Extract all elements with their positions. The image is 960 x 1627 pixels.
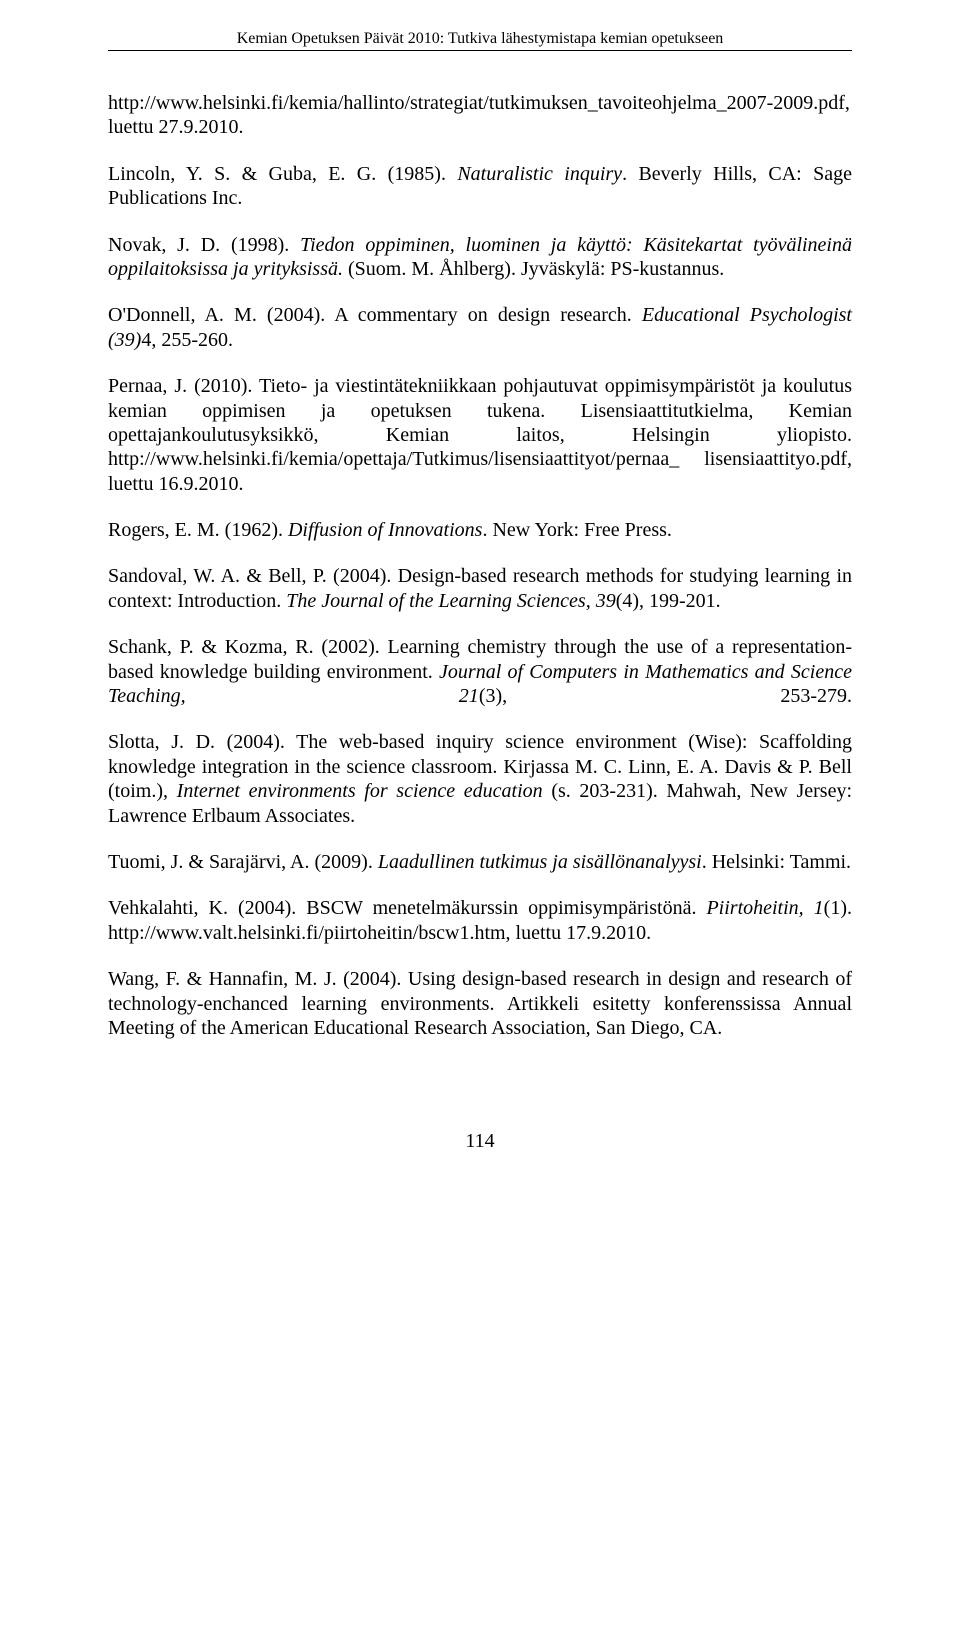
reference-prefix: Tuomi, J. & Sarajärvi, A. (2009).: [108, 851, 378, 873]
reference-entry: http://www.helsinki.fi/kemia/hallinto/st…: [108, 91, 852, 140]
header-rule: [108, 50, 852, 51]
reference-prefix: Vehkalahti, K. (2004). BSCW menetelmäkur…: [108, 897, 706, 919]
reference-prefix: O'Donnell, A. M. (2004). A commentary on…: [108, 304, 642, 326]
page-number-value: 114: [465, 1130, 494, 1152]
reference-entry: Sandoval, W. A. & Bell, P. (2004). Desig…: [108, 564, 852, 613]
reference-suffix: 4, 255-260.: [141, 329, 233, 351]
header-title: Kemian Opetuksen Päivät 2010: Tutkiva lä…: [237, 30, 724, 47]
running-header: Kemian Opetuksen Päivät 2010: Tutkiva lä…: [108, 30, 852, 48]
reference-entry: Pernaa, J. (2010). Tieto- ja viestintäte…: [108, 374, 852, 496]
reference-suffix: (4), 199-201.: [616, 590, 721, 612]
reference-italic: Laadullinen tutkimus ja sisällönanalyysi: [378, 851, 702, 873]
reference-italic: Naturalistic inquiry: [457, 163, 622, 185]
reference-italic: The Journal of the Learning Sciences, 39: [286, 590, 615, 612]
reference-italic: Piirtoheitin, 1: [706, 897, 823, 919]
reference-entry: O'Donnell, A. M. (2004). A commentary on…: [108, 303, 852, 352]
reference-entry: Schank, P. & Kozma, R. (2002). Learning …: [108, 635, 852, 708]
reference-entry: Lincoln, Y. S. & Guba, E. G. (1985). Nat…: [108, 162, 852, 211]
reference-text: Pernaa, J. (2010). Tieto- ja viestintäte…: [108, 375, 852, 495]
reference-entry: Vehkalahti, K. (2004). BSCW menetelmäkur…: [108, 896, 852, 945]
reference-text: http://www.helsinki.fi/kemia/hallinto/st…: [108, 92, 850, 138]
reference-italic: Diffusion of Innovations: [288, 519, 482, 541]
reference-entry: Novak, J. D. (1998). Tiedon oppiminen, l…: [108, 233, 852, 282]
reference-suffix: . New York: Free Press.: [482, 519, 671, 541]
reference-entry: Rogers, E. M. (1962). Diffusion of Innov…: [108, 518, 852, 542]
page-number: 114: [108, 1130, 852, 1153]
reference-italic: Internet environments for science educat…: [177, 780, 543, 802]
reference-prefix: Novak, J. D. (1998).: [108, 234, 300, 256]
reference-text: Wang, F. & Hannafin, M. J. (2004). Using…: [108, 968, 852, 1039]
reference-suffix: (3), 253-279.: [479, 685, 852, 707]
reference-prefix: Rogers, E. M. (1962).: [108, 519, 288, 541]
reference-suffix: . Helsinki: Tammi.: [702, 851, 851, 873]
reference-entry: Slotta, J. D. (2004). The web-based inqu…: [108, 730, 852, 828]
reference-prefix: Lincoln, Y. S. & Guba, E. G. (1985).: [108, 163, 457, 185]
reference-suffix: (Suom. M. Åhlberg). Jyväskylä: PS-kustan…: [343, 258, 724, 280]
reference-entry: Wang, F. & Hannafin, M. J. (2004). Using…: [108, 967, 852, 1040]
reference-entry: Tuomi, J. & Sarajärvi, A. (2009). Laadul…: [108, 850, 852, 874]
